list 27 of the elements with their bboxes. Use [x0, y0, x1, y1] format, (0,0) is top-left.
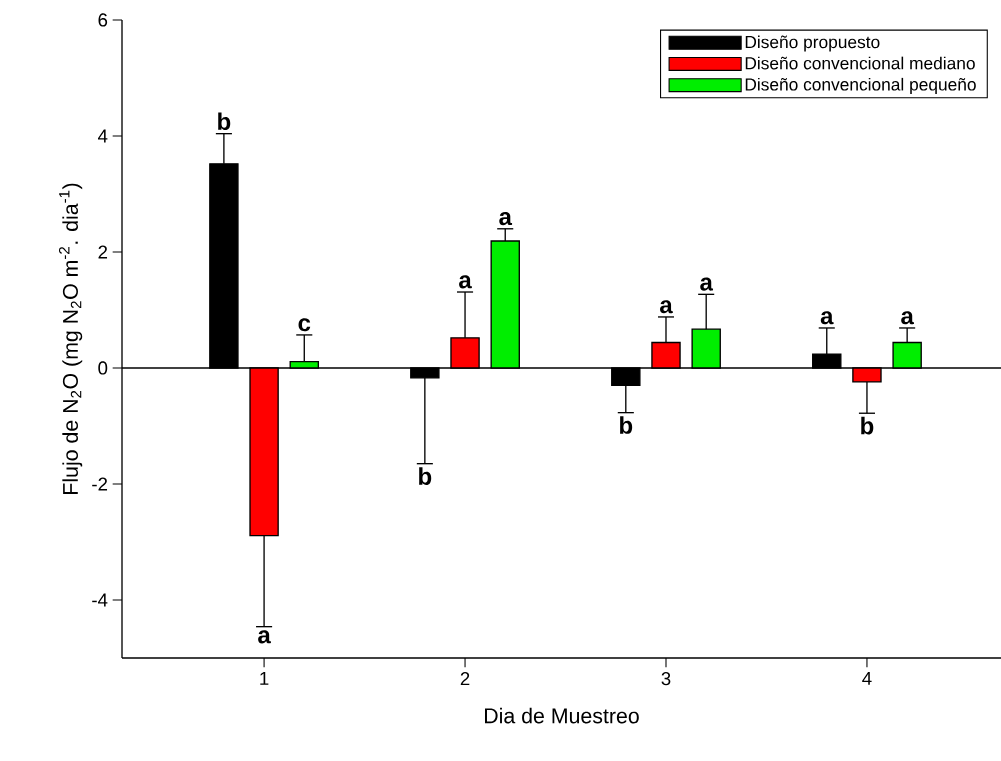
- x-tick-label: 1: [260, 672, 269, 685]
- annotation: a: [820, 311, 834, 325]
- y-tick-label: 0: [98, 361, 108, 375]
- y-tick-label: -4: [92, 593, 108, 607]
- annotation: a: [459, 275, 472, 289]
- x-tick-label: 4: [862, 672, 872, 685]
- text: Flujo de N$_{2}$O (mg N$_{2}$O m$^{-2}$. dia$^{-1}$): [58, 183, 83, 494]
- x-axis-title: Dia de Muestreo: [485, 707, 639, 724]
- annotation: a: [700, 277, 714, 291]
- y-tick-label: -2: [92, 477, 108, 491]
- annotation: b: [861, 416, 874, 435]
- y-tick-label: 6: [98, 13, 108, 27]
- annotation: a: [901, 311, 914, 325]
- annotation: a: [499, 212, 513, 226]
- annotation: b: [419, 467, 432, 485]
- annotation: b: [620, 416, 633, 434]
- y-tick-label: 4: [98, 129, 108, 143]
- x-tick-label: 2: [460, 672, 470, 686]
- annotation: b: [218, 112, 231, 131]
- y-tick-label: 2: [98, 245, 108, 259]
- annotation: a: [258, 630, 271, 644]
- legend-label: Diseño convencional pequeño: [745, 77, 976, 95]
- legend-label: Diseño convencional mediano: [745, 56, 975, 70]
- legend-label: Diseño propuesto: [745, 35, 880, 52]
- annotation: a: [660, 300, 673, 314]
- annotation: c: [298, 318, 311, 332]
- x-tick-label: 3: [661, 672, 671, 686]
